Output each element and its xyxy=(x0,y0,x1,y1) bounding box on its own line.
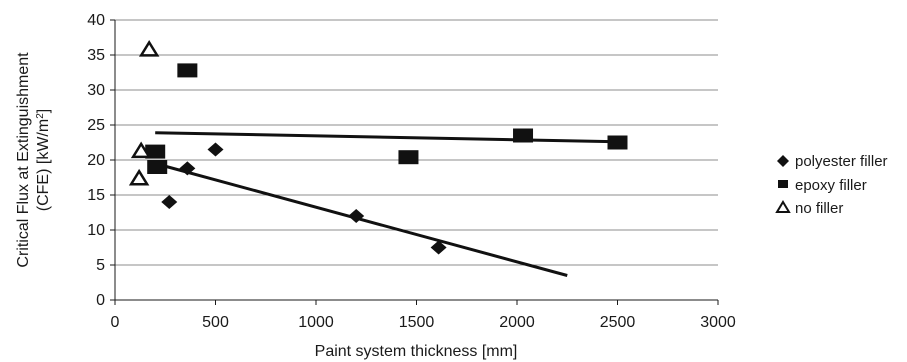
tick-labels: 0 5 10 15 20 25 30 35 40 0 500 1000 1500 2000 2500 3000 xyxy=(87,12,736,331)
y-axis-title-line2-sup: 2 xyxy=(35,113,46,119)
trendline-diamond xyxy=(154,162,568,277)
x-tick-label: 0 xyxy=(111,314,120,331)
y-tick-label: 10 xyxy=(87,222,105,239)
legend-label-polyester: polyester filler xyxy=(795,153,888,170)
epoxy-point xyxy=(607,135,628,150)
x-tick-label: 2000 xyxy=(499,314,535,331)
y-axis-title: Critical Flux at Extinguishment (CFE) [k… xyxy=(15,52,52,268)
epoxy-point xyxy=(398,150,419,165)
y-axis-title-line2-prefix: (CFE) [kW/m xyxy=(35,119,52,211)
epoxy-point xyxy=(177,63,198,78)
legend-triangle-marker xyxy=(775,200,791,213)
polyester-point xyxy=(430,240,447,255)
y-tick-label: 30 xyxy=(87,82,105,99)
epoxy-point xyxy=(147,160,168,174)
x-axis-title: Paint system thickness [mm] xyxy=(315,343,518,360)
epoxy-point xyxy=(145,144,166,159)
trendlines xyxy=(154,131,618,277)
legend-item-no-filler: no filler xyxy=(775,200,843,217)
legend: polyester filler epoxy filler no filler xyxy=(775,153,888,217)
trendline-square xyxy=(155,131,618,144)
y-tick-label: 40 xyxy=(87,12,105,29)
y-axis-title-line1: Critical Flux at Extinguishment xyxy=(15,52,32,268)
no-filler-point xyxy=(130,141,152,159)
y-axis-title-line2-suffix: ] xyxy=(35,109,52,113)
y-tick-label: 15 xyxy=(87,187,105,204)
polyester-point xyxy=(207,142,224,157)
gridlines xyxy=(115,19,718,266)
legend-label-no-filler: no filler xyxy=(795,200,843,217)
y-tick-label: 25 xyxy=(87,117,105,134)
y-axis-title-line2: (CFE) [kW/m2] xyxy=(35,109,53,211)
legend-item-epoxy: epoxy filler xyxy=(778,177,867,194)
no-filler-point xyxy=(138,40,160,57)
x-tick-label: 2500 xyxy=(600,314,636,331)
x-tick-label: 3000 xyxy=(700,314,736,331)
y-tick-label: 0 xyxy=(96,292,105,309)
x-tick-label: 1500 xyxy=(399,314,435,331)
no-filler-point xyxy=(128,168,150,186)
epoxy-point xyxy=(513,128,534,143)
polyester-point xyxy=(348,209,365,223)
polyester-point xyxy=(179,161,196,176)
legend-label-epoxy: epoxy filler xyxy=(795,177,867,194)
y-tick-label: 35 xyxy=(87,47,105,64)
data-points xyxy=(128,40,628,255)
polyester-point xyxy=(161,195,178,209)
y-tick-label: 5 xyxy=(96,257,105,274)
legend-diamond-marker xyxy=(777,155,789,167)
legend-square-marker xyxy=(778,180,788,188)
y-tick-label: 20 xyxy=(87,152,105,169)
x-tick-label: 1000 xyxy=(298,314,334,331)
legend-item-polyester: polyester filler xyxy=(777,153,888,170)
x-tick-label: 500 xyxy=(202,314,229,331)
